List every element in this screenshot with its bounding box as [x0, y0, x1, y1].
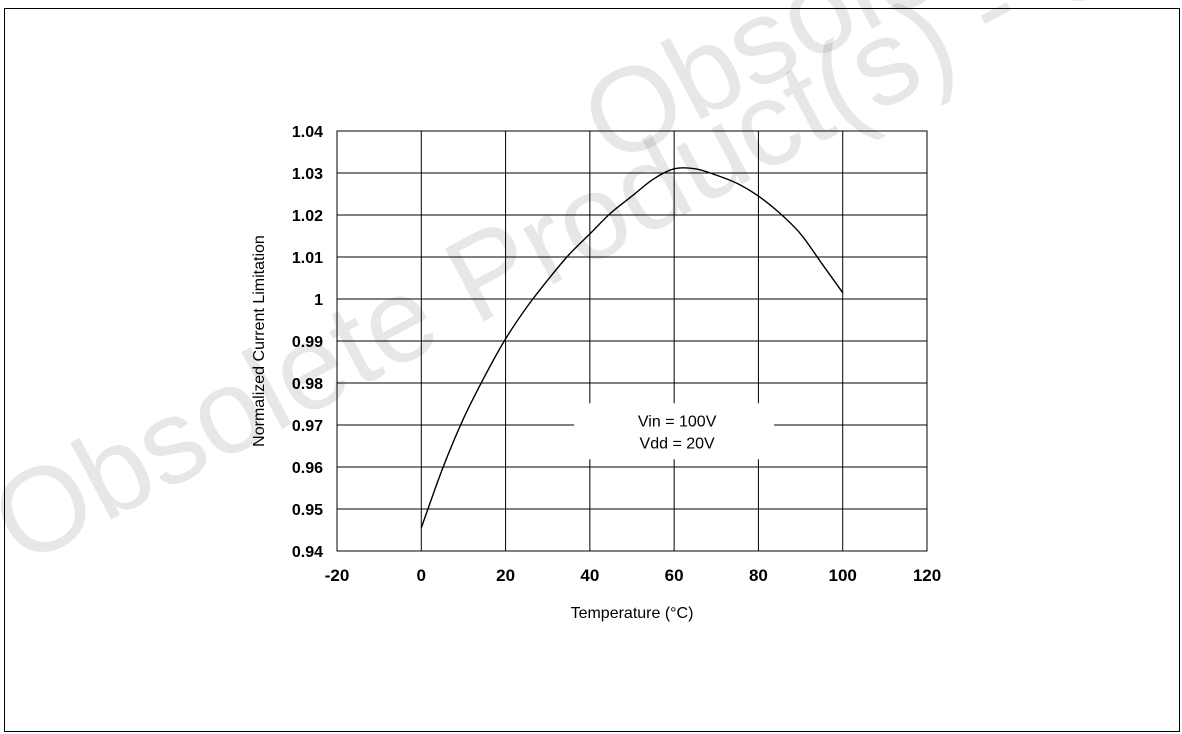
annotation-vin: Vin = 100V — [638, 413, 717, 430]
y-tick-label: 1 — [314, 292, 323, 309]
series-line — [420, 167, 844, 529]
y-tick-label: 1.01 — [292, 250, 323, 267]
x-tick-label: 100 — [829, 566, 857, 585]
x-tick-label: 0 — [417, 566, 426, 585]
y-tick-label: 1.04 — [292, 124, 323, 141]
x-tick-label: -20 — [325, 566, 350, 585]
x-tick-label: 120 — [913, 566, 941, 585]
annotation-vdd: Vdd = 20V — [640, 435, 716, 452]
x-tick-labels: -20 0 20 40 60 80 100 120 — [325, 566, 941, 585]
y-tick-labels: 0.94 0.95 0.96 0.97 0.98 0.99 1 1.01 1.02 1.03 1.0… — [292, 124, 323, 561]
y-tick-label: 1.02 — [292, 208, 323, 225]
grid — [336, 130, 928, 552]
annotation-box: Vin = 100V Vdd = 20V — [574, 403, 775, 460]
y-tick-label: 0.97 — [292, 418, 323, 435]
y-tick-label: 1.03 — [292, 166, 323, 183]
y-tick-label: 0.99 — [292, 334, 323, 351]
y-tick-label: 0.94 — [292, 544, 323, 561]
x-tick-label: 80 — [749, 566, 768, 585]
x-axis-label: Temperature (°C) — [571, 605, 694, 622]
x-tick-label: 20 — [496, 566, 515, 585]
series-group — [420, 167, 844, 529]
x-tick-label: 60 — [665, 566, 684, 585]
figure-frame — [4, 8, 1180, 732]
plot-area — [336, 130, 928, 552]
y-axis-label: Normalized Current Limitation — [251, 235, 268, 447]
y-tick-label: 0.96 — [292, 460, 323, 477]
y-tick-label: 0.95 — [292, 502, 323, 519]
y-tick-label: 0.98 — [292, 376, 323, 393]
x-tick-label: 40 — [580, 566, 599, 585]
